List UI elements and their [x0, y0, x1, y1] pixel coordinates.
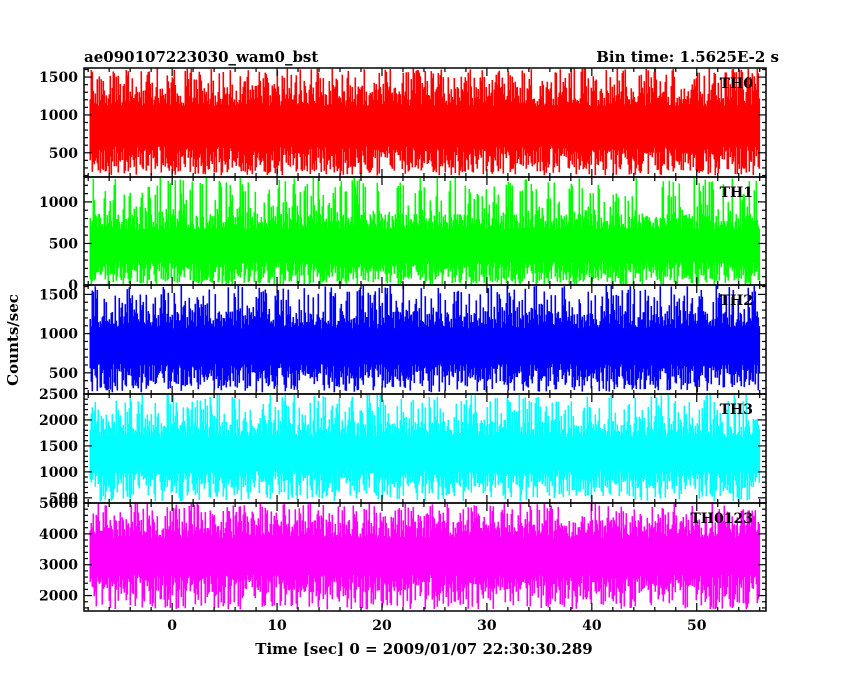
- panel-label-th0123: TH0123: [690, 511, 753, 527]
- y-axis-label: Counts/sec: [4, 294, 22, 386]
- bin-time-label: Bin time: 1.5625E-2 s: [596, 48, 779, 66]
- panel-label-th2: TH2: [720, 293, 753, 309]
- y-tick-label: 4000: [39, 527, 78, 543]
- y-tick-label: 500: [49, 236, 78, 252]
- x-tick-label: 10: [267, 618, 287, 634]
- y-tick-label: 1000: [39, 465, 78, 481]
- panel-label-th3: TH3: [720, 402, 753, 418]
- y-tick-label: 500: [49, 491, 78, 507]
- series-th1: [89, 177, 761, 285]
- x-tick-label: 40: [582, 618, 602, 634]
- panel-th2: 500 1000 1500 TH2: [39, 284, 767, 395]
- y-tick-label: 0: [68, 278, 78, 294]
- x-tick-label: 0: [167, 618, 177, 634]
- panel-label-th1: TH1: [720, 185, 753, 201]
- y-tick-label: 3000: [39, 558, 78, 574]
- y-tick-label: 2500: [39, 387, 78, 403]
- x-tick-label: 20: [372, 618, 392, 634]
- series-th3: [89, 394, 761, 502]
- panel-frame: [83, 502, 767, 612]
- panel-th3: 500 1000 1500 2000 2500 TH3: [39, 387, 767, 507]
- y-tick-label: 1000: [39, 108, 78, 124]
- series-th0123: [89, 503, 761, 610]
- x-axis-label: Time [sec] 0 = 2009/01/07 22:30:30.289: [255, 640, 592, 658]
- panel-th0: 500 1000 1500 TH0: [39, 67, 767, 178]
- y-tick-label: 1500: [39, 70, 78, 86]
- y-tick-label: 2000: [39, 589, 78, 605]
- panel-th1: 0 500 1000 TH1: [39, 176, 767, 294]
- y-tick-label: 1500: [39, 439, 78, 455]
- y-tick-label: 1000: [39, 195, 78, 211]
- x-tick-label: 30: [477, 618, 497, 634]
- y-tick-label: 1000: [39, 327, 78, 343]
- y-tick-label: 5000: [39, 496, 78, 512]
- panel-th0123: 2000 3000 4000 5000 TH0123: [39, 496, 767, 612]
- series-th2: [89, 285, 761, 393]
- y-tick-label: 1500: [39, 287, 78, 303]
- x-tick-label: 50: [687, 618, 707, 634]
- y-tick-label: 2000: [39, 413, 78, 429]
- y-tick-label: 500: [49, 366, 78, 382]
- y-tick-label: 500: [49, 146, 78, 162]
- panel-label-th0: TH0: [720, 76, 754, 92]
- chart-title: ae090107223030_wam0_bst: [84, 48, 318, 66]
- series-th0: [89, 68, 761, 176]
